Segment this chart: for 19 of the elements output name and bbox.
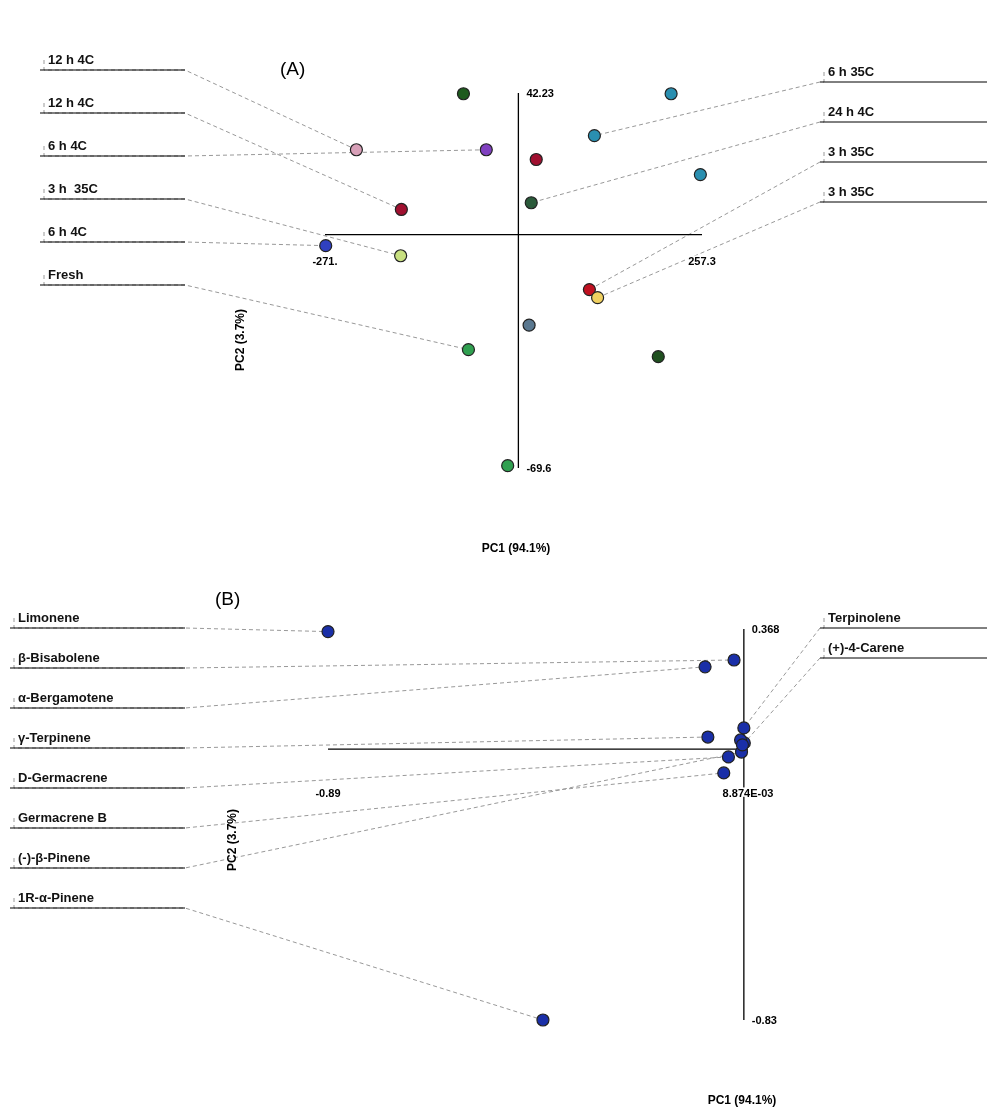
annotation: 3 h 35C xyxy=(828,144,875,159)
x-tick-label: 257.3 xyxy=(688,254,716,267)
y-tick-label: -0.83 xyxy=(751,1014,777,1026)
annotation: α-Bergamotene xyxy=(18,690,114,705)
annotation: Terpinolene xyxy=(828,610,901,625)
y-tick-label: 0.368 xyxy=(751,623,780,635)
y-tick-label: -69.6 xyxy=(526,462,552,474)
annotation: Limonene xyxy=(18,610,80,625)
annotation: γ-Terpinene xyxy=(18,730,91,745)
annotation: β-Bisabolene xyxy=(18,650,100,665)
annotation: 3 h 35C xyxy=(828,184,875,199)
chart-title: (B) xyxy=(215,588,241,609)
x-axis-title: PC1 (94.1%) xyxy=(481,541,551,555)
y-tick-label: 42.23 xyxy=(526,87,554,99)
x-tick-label: -271. xyxy=(312,254,338,267)
x-axis-title: PC1 (94.1%) xyxy=(707,1093,777,1107)
annotation: 6 h 35C xyxy=(828,64,875,79)
annotation: 24 h 4C xyxy=(828,104,875,119)
annotation: (+)-4-Carene xyxy=(828,640,905,655)
